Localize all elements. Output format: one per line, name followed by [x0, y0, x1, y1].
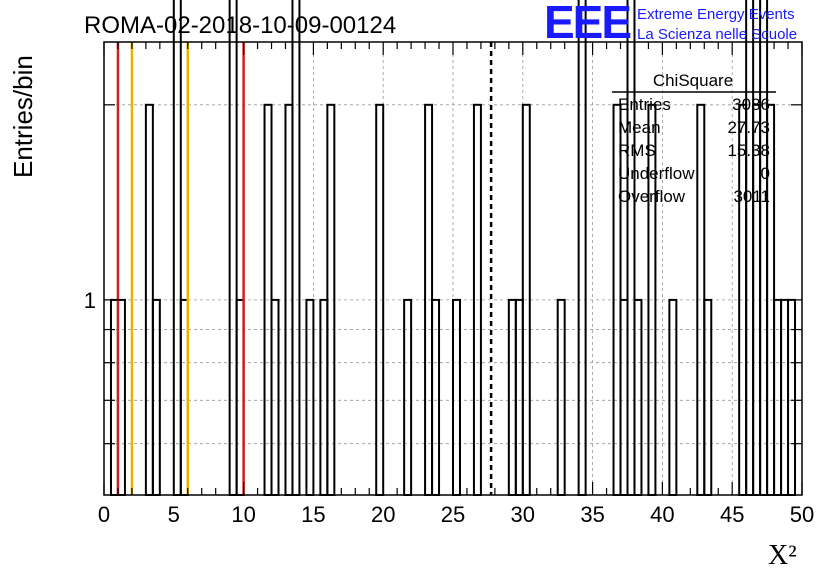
x-tick-label: 25	[441, 502, 465, 527]
x-tick-label: 40	[650, 502, 674, 527]
x-tick-label: 0	[98, 502, 110, 527]
stats-mean-value: 27.73	[727, 118, 770, 137]
logo-mark: EEE	[544, 0, 630, 48]
stats-overflow-value: 3011	[733, 187, 770, 206]
histogram-bin	[577, 0, 587, 496]
stats-entries-label: Entries	[618, 95, 671, 114]
histogram-bin	[745, 0, 755, 496]
chart-title: ROMA-02-2018-10-09-00124	[84, 12, 396, 39]
histogram-bin	[626, 0, 636, 496]
x-tick-label: 20	[371, 502, 395, 527]
x-tick-label: 50	[790, 502, 814, 527]
histogram-bin	[759, 0, 769, 496]
stats-rms-label: RMS	[618, 141, 656, 160]
x-tick-label: 10	[231, 502, 255, 527]
histogram-bin	[172, 0, 182, 496]
histogram-bin	[228, 0, 238, 496]
y-tick-label: 1	[84, 288, 96, 313]
stats-underflow-value: 0	[761, 164, 770, 183]
y-axis-label: Entries/bin	[8, 55, 38, 178]
axis-ticks: 0 5 10 15 20 25 30 35 40 45 50 1	[84, 42, 814, 527]
logo-line-2: La Scienza nelle Scuole	[637, 26, 797, 43]
logo-line-1: Extreme Energy Events	[637, 6, 795, 23]
x-tick-label: 5	[168, 502, 180, 527]
stats-overflow-label: Overflow	[618, 187, 686, 206]
stats-mean-label: Mean	[618, 118, 661, 137]
x-tick-label: 45	[720, 502, 744, 527]
stats-title: ChiSquare	[653, 71, 733, 90]
vertical-markers	[116, 42, 493, 495]
stats-box: ChiSquare Entries 3086 Mean 27.73 RMS 15…	[612, 71, 776, 206]
histogram-bin	[291, 0, 301, 496]
x-tick-label: 15	[301, 502, 325, 527]
logo: EEE Extreme Energy Events La Scienza nel…	[544, 0, 797, 48]
stats-entries-value: 3086	[732, 95, 770, 114]
x-tick-label: 30	[511, 502, 535, 527]
x-axis-label: X²	[768, 540, 797, 571]
stats-underflow-label: Underflow	[618, 164, 695, 183]
stats-rms-value: 15.38	[727, 141, 770, 160]
x-tick-label: 35	[580, 502, 604, 527]
